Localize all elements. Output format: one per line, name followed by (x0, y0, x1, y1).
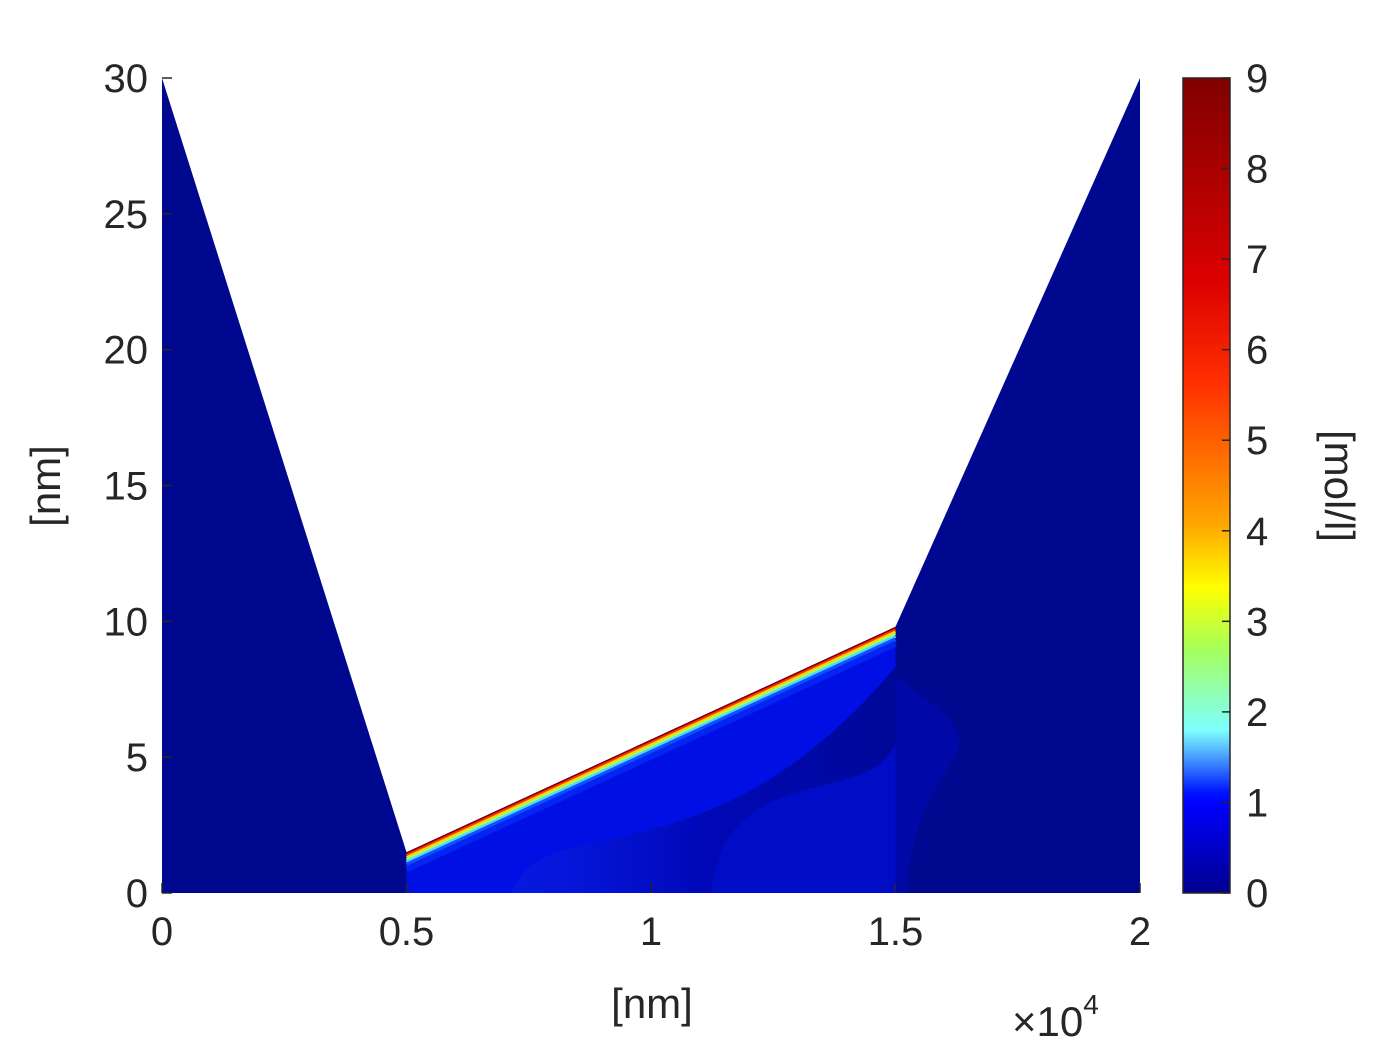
contour-band (711, 696, 899, 893)
y-tick-label: 10 (104, 600, 149, 644)
y-axis-label: [nm] (22, 445, 69, 527)
colorbar-tick-label: 4 (1246, 510, 1268, 554)
colorbar-label: [mol/l] (1316, 430, 1363, 542)
edge-contour-line (405, 628, 897, 857)
x-tick-label: 1 (640, 910, 662, 954)
x-tick-label: 0.5 (379, 910, 435, 954)
y-tick-label: 30 (104, 57, 149, 101)
colorbar-gradient (1182, 77, 1231, 894)
colorbar-tick-label: 5 (1246, 419, 1268, 463)
y-tick-label: 0 (126, 872, 148, 916)
edge-contour-line (405, 634, 897, 864)
y-tick-label: 15 (104, 465, 149, 509)
colorbar-tick-label: 3 (1246, 600, 1268, 644)
x-axis: 0 0.5 1 1.5 2 (151, 883, 1151, 954)
edge-contour-line (405, 637, 897, 867)
concentration-field (405, 624, 960, 893)
contour-band (895, 676, 960, 893)
colorbar-tick-label: 0 (1246, 872, 1268, 916)
edge-contour-line (405, 630, 897, 859)
x-tick-label: 2 (1129, 910, 1151, 954)
x-axis-label: [nm] (611, 980, 693, 1027)
colorbar-tick-label: 7 (1246, 238, 1268, 282)
colorbar-tick-label: 8 (1246, 148, 1268, 192)
colorbar-tick-label: 1 (1246, 781, 1268, 825)
x-multiplier: ×104 (1012, 989, 1099, 1045)
y-axis: 0 5 10 15 20 25 30 (104, 57, 172, 916)
colorbar-tick-label: 2 (1246, 691, 1268, 735)
x-tick-label: 1.5 (868, 910, 924, 954)
y-tick-label: 25 (104, 193, 149, 237)
x-multiplier-base: ×10 (1012, 998, 1083, 1045)
y-tick-label: 20 (104, 329, 149, 373)
edge-contour-line (405, 641, 897, 872)
plot-area (162, 78, 1140, 893)
colorbar-tick-label: 6 (1246, 329, 1268, 373)
edge-contour-line (405, 632, 897, 861)
x-multiplier-exponent: 4 (1083, 989, 1099, 1020)
x-tick-label: 0 (151, 910, 173, 954)
y-tick-label: 5 (126, 736, 148, 780)
colorbar-tick-label: 9 (1246, 57, 1268, 101)
colorbar: 0 1 2 3 4 5 6 7 8 9 (1182, 57, 1268, 916)
